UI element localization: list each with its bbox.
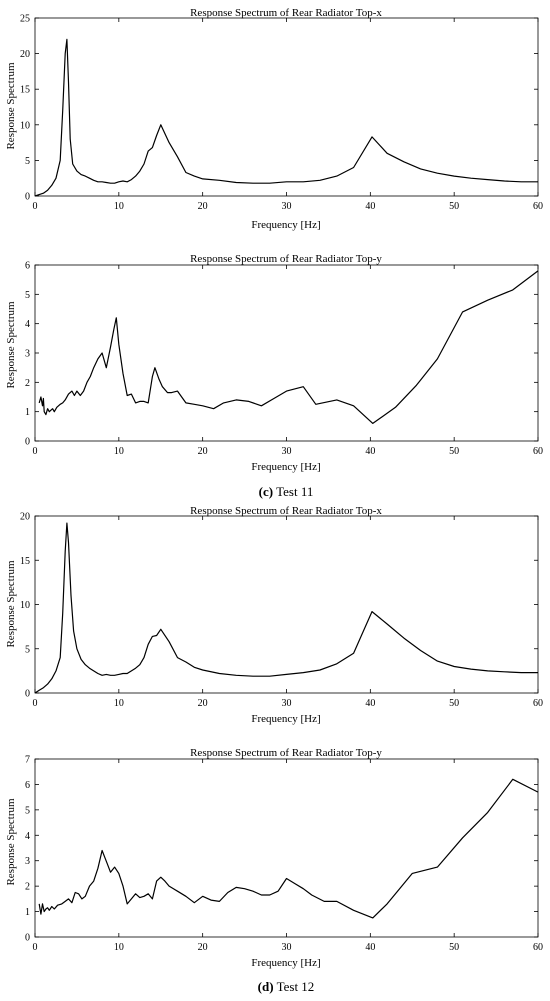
x-tick-label: 60 — [533, 942, 543, 953]
x-tick-label: 30 — [282, 446, 292, 457]
chart-title: Response Spectrum of Rear Radiator Top-y — [190, 253, 382, 265]
x-tick-label: 20 — [198, 942, 208, 953]
x-tick-label: 40 — [365, 698, 375, 709]
y-axis-label: Response Spectrum — [5, 560, 17, 648]
x-axis-label: Frequency [Hz] — [251, 219, 320, 231]
plot-frame — [34, 515, 539, 694]
y-tick-label: 5 — [25, 290, 30, 301]
x-tick-label: 30 — [282, 942, 292, 953]
y-axis-label: Response Spectrum — [5, 62, 17, 150]
x-tick-label: 10 — [114, 698, 124, 709]
x-axis-label: Frequency [Hz] — [251, 713, 320, 725]
caption-c: (c) Test 11 — [259, 484, 314, 499]
x-tick-label: 10 — [114, 446, 124, 457]
x-tick-label: 0 — [33, 942, 38, 953]
x-tick-label: 60 — [533, 698, 543, 709]
y-tick-label: 0 — [25, 689, 30, 700]
y-tick-label: 4 — [25, 831, 30, 842]
y-tick-label: 20 — [20, 512, 30, 523]
x-tick-label: 50 — [449, 201, 459, 212]
x-axis-label: Frequency [Hz] — [251, 461, 320, 473]
plot-frame — [34, 17, 539, 197]
y-tick-label: 15 — [20, 556, 30, 567]
y-tick-label: 25 — [20, 14, 30, 25]
x-tick-label: 0 — [33, 698, 38, 709]
chart-3-top-x: Response Spectrum of Rear Radiator Top-x… — [5, 505, 543, 725]
chart-2-top-y: Response Spectrum of Rear Radiator Top-y… — [5, 253, 543, 473]
series-line — [34, 522, 538, 694]
x-tick-label: 60 — [533, 201, 543, 212]
x-tick-label: 20 — [198, 201, 208, 212]
x-tick-label: 20 — [198, 698, 208, 709]
y-tick-label: 0 — [25, 933, 30, 944]
y-tick-label: 5 — [25, 805, 30, 816]
y-tick-label: 3 — [25, 856, 30, 867]
chart-1-top-x: Response Spectrum of Rear Radiator Top-x… — [5, 7, 543, 231]
chart-axes: 0 10 20 30 40 50 60 0 5 10 15 20 — [20, 512, 543, 710]
chart-axes: 0 10 20 30 40 50 60 0 1 2 3 4 5 6 7 — [25, 755, 543, 954]
x-tick-label: 40 — [365, 201, 375, 212]
x-axis-label: Frequency [Hz] — [251, 957, 320, 969]
caption-d-label: (d) — [258, 979, 274, 994]
x-tick-label: 60 — [533, 446, 543, 457]
series-line — [34, 38, 538, 197]
chart-title: Response Spectrum of Rear Radiator Top-y — [190, 747, 382, 759]
x-tick-label: 50 — [449, 446, 459, 457]
chart-title: Response Spectrum of Rear Radiator Top-x — [190, 7, 382, 19]
y-tick-label: 6 — [25, 261, 30, 272]
y-tick-label: 3 — [25, 349, 30, 360]
x-tick-label: 50 — [449, 942, 459, 953]
y-tick-label: 0 — [25, 437, 30, 448]
y-tick-label: 5 — [25, 156, 30, 167]
caption-d: (d) Test 12 — [258, 979, 315, 994]
y-tick-label: 0 — [25, 192, 30, 203]
chart-title: Response Spectrum of Rear Radiator Top-x — [190, 505, 382, 517]
y-tick-label: 2 — [25, 882, 30, 893]
x-tick-label: 0 — [33, 201, 38, 212]
chart-4-top-y: Response Spectrum of Rear Radiator Top-y… — [5, 747, 543, 969]
chart-axes: 0 10 20 30 40 50 60 0 1 2 3 4 5 6 — [25, 261, 543, 458]
y-axis-label: Response Spectrum — [5, 798, 17, 886]
y-axis-label: Response Spectrum — [5, 301, 17, 389]
y-tick-label: 15 — [20, 85, 30, 96]
y-tick-label: 10 — [20, 600, 30, 611]
y-tick-label: 1 — [25, 407, 30, 418]
x-tick-label: 10 — [114, 942, 124, 953]
x-tick-label: 50 — [449, 698, 459, 709]
x-tick-label: 0 — [33, 446, 38, 457]
x-tick-label: 40 — [365, 446, 375, 457]
x-tick-label: 20 — [198, 446, 208, 457]
y-tick-label: 4 — [25, 319, 30, 330]
plot-frame — [34, 758, 539, 938]
series-line — [38, 778, 539, 919]
x-tick-label: 10 — [114, 201, 124, 212]
caption-c-text: Test 11 — [273, 484, 313, 499]
x-tick-label: 40 — [365, 942, 375, 953]
x-tick-label: 30 — [282, 201, 292, 212]
y-tick-label: 10 — [20, 120, 30, 131]
caption-c-label: (c) — [259, 484, 273, 499]
y-tick-label: 20 — [20, 49, 30, 60]
y-tick-label: 2 — [25, 378, 30, 389]
chart-axes: 0 10 20 30 40 50 60 0 5 10 15 20 25 — [20, 14, 543, 213]
y-tick-label: 5 — [25, 644, 30, 655]
series-line — [38, 270, 539, 424]
x-tick-label: 30 — [282, 698, 292, 709]
caption-d-text: Test 12 — [274, 979, 315, 994]
plot-frame — [34, 264, 539, 442]
y-tick-label: 7 — [25, 755, 30, 766]
y-tick-label: 1 — [25, 907, 30, 918]
y-tick-label: 6 — [25, 780, 30, 791]
